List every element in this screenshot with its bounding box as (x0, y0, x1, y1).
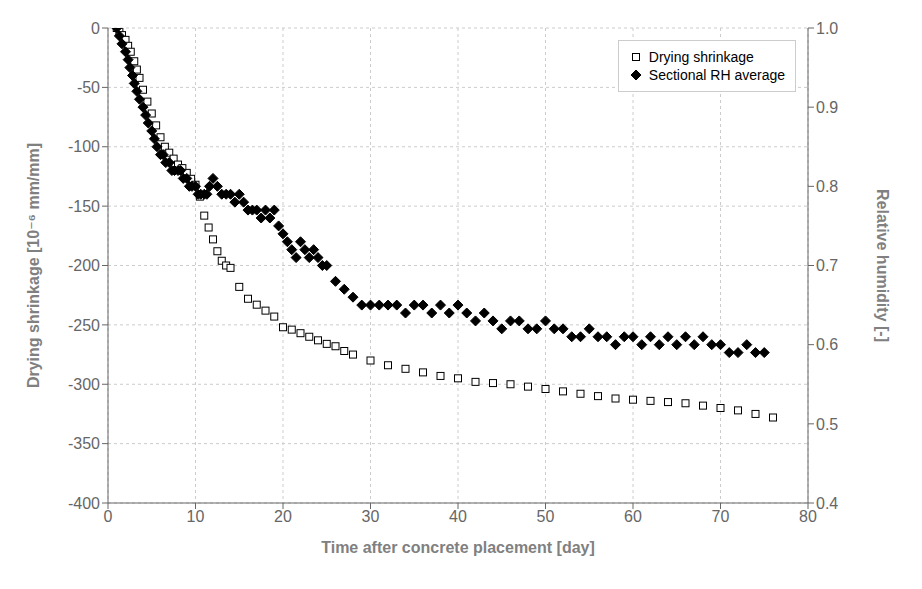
svg-text:-50: -50 (77, 79, 100, 96)
html-text:Sectional RH average: Sectional RH average (648, 67, 785, 83)
svg-text:0: 0 (91, 20, 100, 37)
svg-text:Time after concrete placement: Time after concrete placement [day] (321, 539, 595, 556)
svg-text:-300: -300 (68, 376, 100, 393)
svg-text:0.9: 0.9 (816, 99, 838, 116)
svg-text:50: 50 (537, 508, 555, 525)
svg-text:-400: -400 (68, 495, 100, 512)
svg-text:0.5: 0.5 (816, 416, 838, 433)
svg-text:-350: -350 (68, 435, 100, 452)
svg-text:-200: -200 (68, 257, 100, 274)
svg-text:0.7: 0.7 (816, 257, 838, 274)
svg-text:80: 80 (799, 508, 817, 525)
svg-text:30: 30 (362, 508, 380, 525)
svg-text:0.8: 0.8 (816, 178, 838, 195)
svg-text:10: 10 (187, 508, 205, 525)
svg-text:40: 40 (449, 508, 467, 525)
svg-text:-250: -250 (68, 317, 100, 334)
svg-text:0.6: 0.6 (816, 336, 838, 353)
svg-text:-150: -150 (68, 198, 100, 215)
svg-text:0: 0 (104, 508, 113, 525)
svg-text:20: 20 (274, 508, 292, 525)
svg-text:1.0: 1.0 (816, 20, 838, 37)
svg-text:Drying shrinkage [10⁻⁶ mm/mm]: Drying shrinkage [10⁻⁶ mm/mm] (25, 143, 42, 388)
svg-text:Relative humidity [-]: Relative humidity [-] (874, 189, 891, 342)
svg-text:60: 60 (624, 508, 642, 525)
svg-text:70: 70 (712, 508, 730, 525)
html-text:Drying shrinkage: Drying shrinkage (648, 49, 754, 65)
svg-text:-100: -100 (68, 138, 100, 155)
svg-text:0.4: 0.4 (816, 495, 838, 512)
